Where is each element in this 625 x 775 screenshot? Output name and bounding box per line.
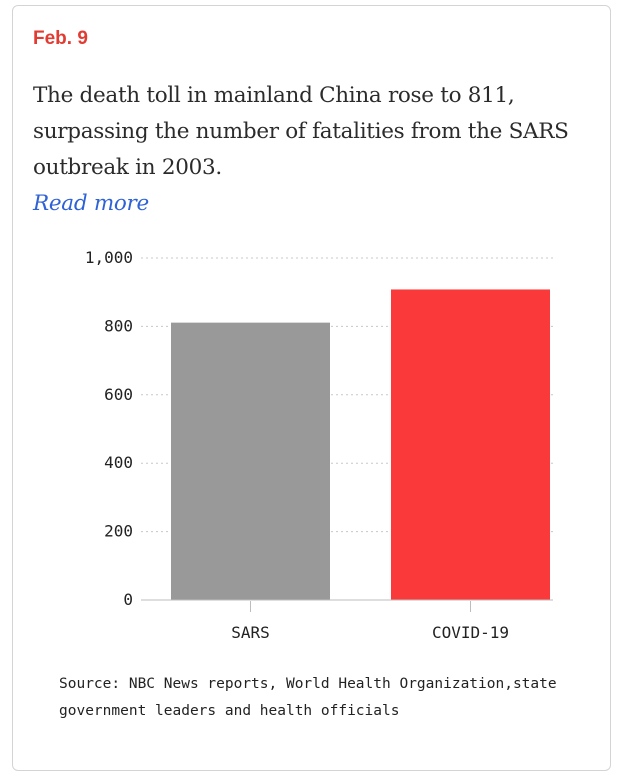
bar-chart: 0 200 400 600 800 1,000 SARS COVID-19 — [85, 248, 553, 642]
gridlines — [141, 257, 553, 533]
x-tick-label: COVID-19 — [432, 623, 509, 642]
y-tick-label: 1,000 — [85, 248, 133, 267]
date-label: Feb. 9 — [33, 28, 88, 49]
headline-text: The death toll in mainland China rose to… — [33, 83, 569, 180]
source-note: Source: NBC News reports, World Health O… — [59, 676, 557, 719]
bar-covid-19 — [391, 289, 550, 600]
news-card: Feb. 9 The death toll in mainland China … — [12, 5, 611, 771]
x-tick-label: SARS — [231, 623, 270, 642]
y-tick-label: 400 — [104, 453, 133, 472]
bar-sars — [171, 322, 330, 600]
y-tick-label: 600 — [104, 385, 133, 404]
read-more-link[interactable]: Read more — [33, 191, 149, 216]
headline: The death toll in mainland China rose to… — [33, 78, 603, 222]
axes: 0 200 400 600 800 1,000 SARS COVID-19 — [85, 248, 553, 642]
y-tick-label: 800 — [104, 316, 133, 335]
y-tick-label: 200 — [104, 522, 133, 541]
y-tick-label: 0 — [123, 590, 133, 609]
bars — [171, 289, 550, 600]
